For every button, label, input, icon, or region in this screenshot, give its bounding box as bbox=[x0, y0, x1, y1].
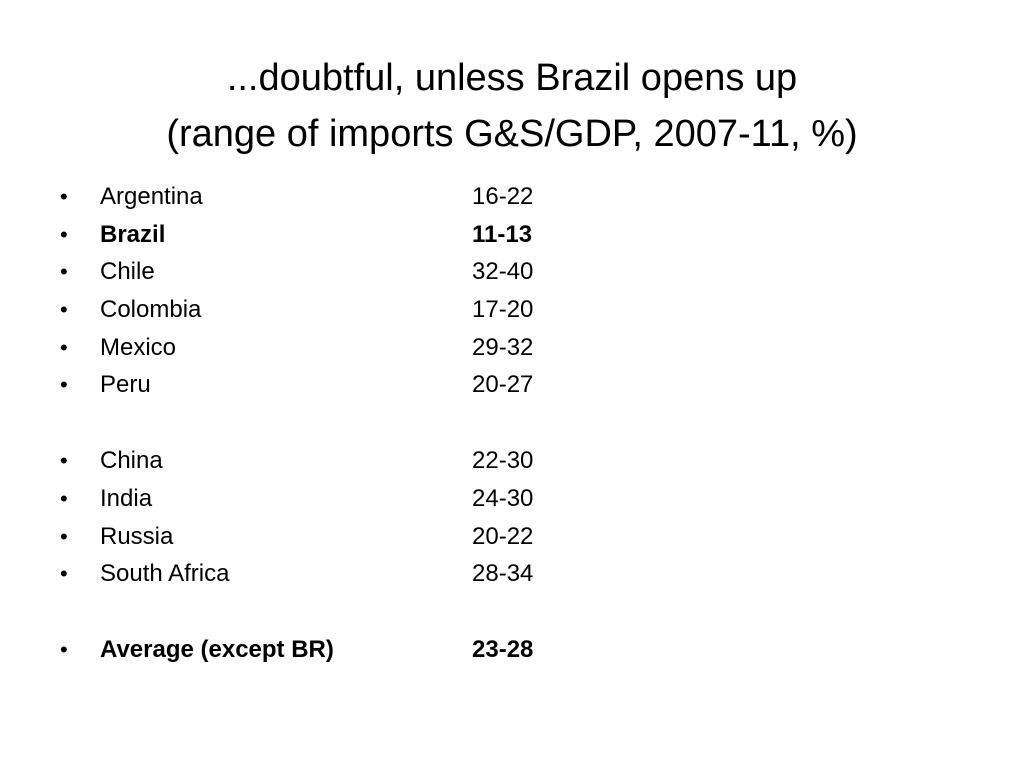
country-label: Mexico bbox=[100, 333, 177, 361]
bullet-icon: • bbox=[60, 372, 68, 398]
country-label: Brazil bbox=[100, 220, 166, 248]
bullet-icon: • bbox=[60, 636, 68, 662]
title-line-2: (range of imports G&S/GDP, 2007-11, %) bbox=[166, 113, 858, 155]
list-item-peru: • Peru 20-27 bbox=[60, 366, 760, 404]
range-value: 23-28 bbox=[472, 635, 534, 663]
bullet-list: • Argentina 16-22 • Brazil 11-13 • Chile… bbox=[60, 178, 760, 669]
country-label: Chile bbox=[100, 258, 155, 286]
list-item-south-africa: • South Africa 28-34 bbox=[60, 555, 760, 593]
range-value: 28-34 bbox=[472, 560, 534, 588]
list-item-mexico: • Mexico 29-32 bbox=[60, 329, 760, 367]
country-label: China bbox=[100, 447, 163, 475]
range-value: 20-27 bbox=[472, 371, 534, 399]
slide-title: ...doubtful, unless Brazil opens up (ran… bbox=[40, 50, 984, 162]
bullet-icon: • bbox=[60, 334, 68, 360]
country-label: Peru bbox=[100, 371, 151, 399]
country-label: Colombia bbox=[100, 296, 202, 324]
list-item-chile: • Chile 32-40 bbox=[60, 253, 760, 291]
bullet-icon: • bbox=[60, 184, 68, 209]
range-value: 17-20 bbox=[472, 296, 534, 324]
range-value: 22-30 bbox=[472, 447, 534, 475]
bullet-icon: • bbox=[60, 523, 68, 549]
range-value: 32-40 bbox=[472, 258, 534, 286]
bullet-icon: • bbox=[60, 561, 68, 587]
list-item-china: • China 22-30 bbox=[60, 442, 760, 480]
list-item-russia: • Russia 20-22 bbox=[60, 518, 760, 556]
country-label: Russia bbox=[100, 522, 174, 550]
range-value: 24-30 bbox=[472, 484, 534, 512]
country-label: Argentina bbox=[100, 183, 203, 210]
bullet-icon: • bbox=[60, 448, 68, 474]
range-value: 29-32 bbox=[472, 333, 534, 361]
country-label: South Africa bbox=[100, 560, 230, 588]
bullet-icon: • bbox=[60, 485, 68, 511]
bullet-icon: • bbox=[60, 221, 68, 247]
country-label: India bbox=[100, 484, 153, 512]
list-item-india: • India 24-30 bbox=[60, 480, 760, 518]
bullet-icon: • bbox=[60, 297, 68, 323]
country-label: Average (except BR) bbox=[100, 635, 334, 663]
range-value: 11-13 bbox=[472, 220, 533, 248]
bullet-icon: • bbox=[60, 259, 68, 285]
title-line-1: ...doubtful, unless Brazil opens up bbox=[226, 57, 798, 99]
list-item-colombia: • Colombia 17-20 bbox=[60, 291, 760, 329]
range-value: 20-22 bbox=[472, 522, 534, 550]
list-item-brazil: • Brazil 11-13 bbox=[60, 216, 760, 254]
list-item-average: • Average (except BR) 23-28 bbox=[60, 631, 760, 669]
list-item-argentina: • Argentina 16-22 bbox=[60, 178, 760, 216]
range-value: 16-22 bbox=[472, 183, 534, 210]
